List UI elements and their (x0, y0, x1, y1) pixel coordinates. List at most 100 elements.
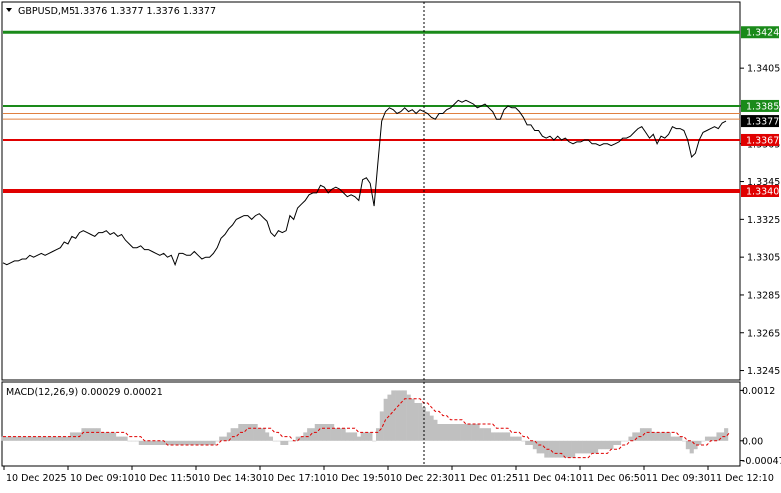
macd-histogram-bar (490, 432, 495, 441)
macd-histogram-bar (341, 428, 346, 441)
macd-histogram-bar (142, 440, 147, 445)
macd-histogram-bar (287, 440, 293, 442)
macd-histogram-bar (154, 440, 159, 445)
macd-histogram-bar (693, 440, 698, 450)
macd-histogram-bar (724, 428, 729, 441)
macd-histogram-bar (276, 440, 281, 442)
macd-histogram-bar (138, 440, 143, 445)
macd-histogram-bar (540, 440, 545, 454)
macd-histogram-bar (375, 428, 381, 441)
macd-histogram-bar (379, 411, 384, 441)
time-tick-label: 11 Dec 04:10 (518, 473, 582, 484)
time-tick-label: 10 Dec 17:10 (262, 473, 326, 484)
macd-histogram-bar (372, 440, 377, 442)
ohlc-label: 1.3376 1.3377 1.3376 1.3377 (74, 6, 216, 17)
macd-histogram-bar (391, 390, 396, 441)
macd-histogram-bar (701, 440, 706, 442)
macd-histogram-bar (674, 436, 679, 441)
macd-histogram-bar (180, 440, 186, 445)
level-price-labels: 1.3424 1.3385 1.3367 1.3340 1.3377 (741, 26, 779, 198)
macd-histogram-bar (92, 428, 98, 441)
macd-histogram-bar (632, 432, 637, 441)
macd-histogram-bar (192, 440, 197, 445)
macd-histogram-bar (406, 394, 411, 441)
current-price-badge (741, 115, 779, 128)
macd-histogram-bar (513, 436, 518, 441)
macd-histogram-bar (20, 436, 25, 441)
macd-histogram-bar (226, 432, 231, 441)
macd-histogram-bar (639, 428, 645, 441)
macd-histogram-bar (196, 440, 201, 445)
price-tick-label: 1.3285 (747, 290, 780, 301)
macd-histogram-bar (463, 424, 469, 441)
time-tick-label: 11 Dec 06:50 (582, 473, 646, 484)
macd-histogram-bar (655, 432, 660, 441)
time-tick-label: 10 Dec 22:30 (390, 473, 454, 484)
macd-histogram-bar (349, 432, 354, 441)
macd-histogram-bar (387, 394, 392, 441)
macd-histogram-bar (16, 436, 21, 441)
macd-histogram-bar (27, 436, 32, 441)
macd-histogram-bar (460, 424, 465, 441)
macd-histogram-bar (506, 432, 511, 441)
macd-histogram-bar (360, 432, 365, 441)
price-tick-label: 1.3325 (747, 215, 780, 226)
macd-histogram-bar (368, 432, 373, 441)
chart-menu-triangle-icon[interactable] (6, 8, 12, 12)
macd-tick-label: 0.00 (742, 436, 763, 447)
macd-histogram-bar (651, 432, 656, 441)
macd-histogram-bar (685, 440, 690, 450)
macd-histogram-bar (479, 428, 484, 441)
macd-histogram-bar (245, 424, 251, 441)
macd-histogram-bar (544, 440, 549, 458)
macd-histogram-bar (697, 440, 702, 445)
price-tick-label: 1.3305 (747, 253, 780, 264)
macd-histogram-bar (716, 432, 721, 441)
macd-histogram-bar (69, 432, 75, 441)
macd-histogram-bar (230, 428, 235, 441)
time-tick-label: 10 Dec 2025 (6, 473, 67, 484)
macd-histogram-bar (559, 440, 564, 458)
macd-histogram-bar (222, 436, 228, 441)
macd-histogram-bar (364, 432, 369, 441)
macd-histogram-bar (165, 440, 170, 445)
macd-histogram-bar (211, 440, 216, 445)
macd-histogram-bar (494, 432, 499, 441)
macd-histogram-bar (50, 436, 55, 441)
macd-histogram-bar (609, 440, 614, 450)
macd-histogram-bar (456, 424, 461, 441)
macd-histogram-bar (628, 436, 633, 441)
macd-histogram-bar (670, 436, 675, 441)
macd-histogram-bar (303, 432, 308, 441)
macd-histogram-bar (720, 432, 725, 441)
macd-histogram-bar (532, 440, 537, 450)
macd-histogram-bar (115, 436, 120, 441)
macd-panel[interactable]: MACD(12,26,9) 0.00029 0.00021 0.00120.00… (1, 381, 781, 467)
macd-histogram-bar (161, 440, 166, 445)
macd-histogram-bar (433, 419, 438, 441)
time-tick-label: 10 Dec 11:50 (134, 473, 198, 484)
price-panel[interactable]: GBPUSD,M5 1.3376 1.3377 1.3376 1.3377 1.… (1, 1, 780, 381)
macd-histogram-bar (567, 440, 572, 458)
macd-histogram-bar (437, 424, 442, 441)
macd-histogram-bar (555, 440, 560, 458)
macd-histogram-bar (605, 440, 610, 450)
macd-histogram-bar (295, 436, 300, 441)
macd-histogram-bar (127, 440, 132, 442)
macd-histogram-bar (173, 440, 178, 445)
macd-histogram-bar (402, 390, 407, 441)
time-axis: 10 Dec 2025 10 Dec 09:10 10 Dec 11:50 10 De… (3, 466, 774, 484)
macd-histogram-bar (207, 440, 212, 445)
price-tick-label: 1.3245 (747, 366, 780, 377)
macd-histogram-bar (528, 440, 534, 445)
macd-histogram-bar (475, 424, 480, 441)
macd-histogram-bar (441, 424, 446, 441)
macd-histogram-bar (647, 428, 652, 441)
macd-histogram-bar (704, 436, 710, 441)
macd-histogram-bar (616, 440, 622, 445)
macd-histogram-bar (62, 436, 67, 441)
macd-signal-line (3, 398, 731, 459)
macd-histogram-bar (483, 428, 488, 441)
